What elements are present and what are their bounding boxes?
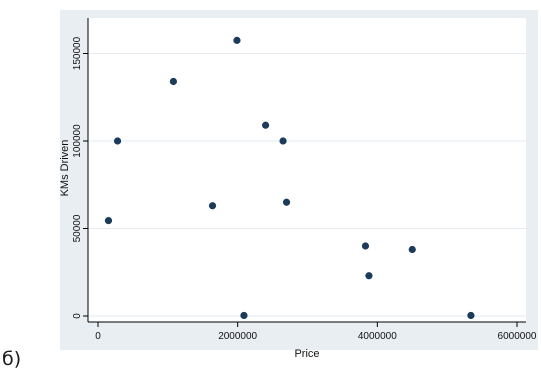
axis-ticks: 0 50000 100000 150000 0 2000000 4000000 6000000 <box>72 36 537 342</box>
data-point <box>208 202 217 210</box>
data-point <box>262 121 270 129</box>
plot-area <box>88 18 526 322</box>
x-tick-label: 2000000 <box>218 331 257 342</box>
data-point <box>240 311 248 320</box>
data-point <box>233 36 241 44</box>
data-points <box>104 36 475 320</box>
y-tick-label: 100000 <box>72 124 83 158</box>
y-tick-label: 50000 <box>72 214 83 242</box>
data-point <box>282 198 291 206</box>
data-point <box>169 77 178 86</box>
x-tick-label: 6000000 <box>498 331 537 342</box>
data-point <box>408 245 416 254</box>
y-tick-label: 0 <box>72 313 83 319</box>
data-point <box>113 137 122 145</box>
figure-label: б) <box>2 348 22 370</box>
data-point <box>279 137 287 145</box>
data-point <box>467 311 475 320</box>
data-point <box>104 217 113 225</box>
x-tick-label: 0 <box>95 331 101 342</box>
y-axis-label: KMs Driven <box>59 140 71 197</box>
data-point <box>361 242 370 250</box>
y-tick-label: 150000 <box>72 36 83 70</box>
data-point <box>365 272 373 280</box>
gridlines <box>89 53 526 317</box>
x-tick-label: 4000000 <box>358 331 397 342</box>
x-axis-label: Price <box>294 348 319 360</box>
